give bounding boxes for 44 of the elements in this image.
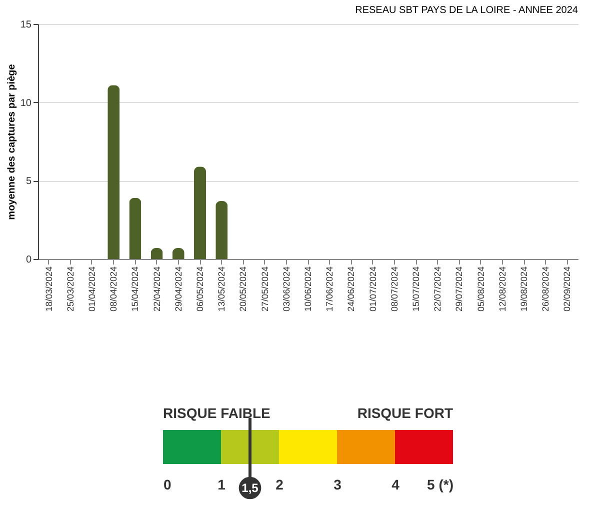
bar <box>194 166 206 259</box>
bar <box>108 85 120 259</box>
y-tick-label: 5 <box>26 176 32 188</box>
x-tick-label: 01/04/2024 <box>87 266 97 312</box>
x-tick-label: 19/08/2024 <box>519 266 529 312</box>
x-tick-label: 22/04/2024 <box>152 266 162 312</box>
bar <box>129 198 142 259</box>
x-tick-label: 01/07/2024 <box>368 266 378 312</box>
x-tick-label: 4 <box>392 476 400 492</box>
chart-title: RESEAU SBT PAYS DE LA LOIRE - ANNEE 2024 <box>355 5 578 16</box>
x-tick-label: 20/05/2024 <box>238 266 248 312</box>
x-tick-label: 08/07/2024 <box>389 266 400 312</box>
x-tick-label: 5 (*) <box>427 476 454 492</box>
x-tick-label: 10/06/2024 <box>303 266 313 312</box>
x-tick-label: 08/04/2024 <box>108 266 119 312</box>
y-tick-label: 0 <box>26 254 32 266</box>
x-tick-label: 18/03/2024 <box>44 266 54 312</box>
text: RISQUE FORT <box>357 405 454 421</box>
bar <box>216 201 228 259</box>
x-tick-label: 26/08/2024 <box>540 266 551 312</box>
x-tick-label: 17/06/2024 <box>324 266 335 312</box>
x-tick-label: 27/05/2024 <box>260 266 270 312</box>
x-tick-label: 05/08/2024 <box>476 266 486 312</box>
x-tick-label: 29/07/2024 <box>454 266 464 312</box>
y-axis-title: moyenne des captures par piège <box>6 64 18 220</box>
x-tick-label: 06/05/2024 <box>195 266 205 312</box>
x-tick-label: 15/07/2024 <box>411 266 421 312</box>
x-tick-label: 24/06/2024 <box>346 266 356 312</box>
x-tick-label: 29/04/2024 <box>173 266 184 312</box>
x-tick-label: 25/03/2024 <box>65 266 76 312</box>
x-tick-label: 13/05/2024 <box>216 266 227 312</box>
x-tick-label: 22/07/2024 <box>432 266 443 312</box>
y-tick-label: 15 <box>20 20 32 30</box>
x-tick-label: 15/04/2024 <box>130 266 140 312</box>
y-tick-label: 10 <box>20 98 32 109</box>
x-tick-label: 0 <box>164 476 172 492</box>
x-tick-label: 3 <box>334 476 342 492</box>
x-tick-label: 2 <box>276 476 284 492</box>
x-tick-label: 02/09/2024 <box>562 266 572 312</box>
x-tick-label: 1 <box>218 476 226 492</box>
x-tick-label: 12/08/2024 <box>497 266 508 312</box>
x-tick-label: 03/06/2024 <box>281 266 292 312</box>
text: RISQUE FAIBLE <box>163 405 270 421</box>
ref-line-label: 1,5 <box>242 481 259 495</box>
